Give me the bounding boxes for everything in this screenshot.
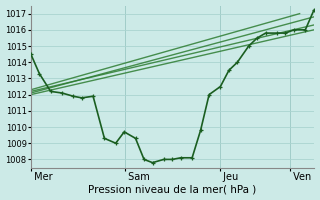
X-axis label: Pression niveau de la mer( hPa ): Pression niveau de la mer( hPa ): [88, 184, 256, 194]
